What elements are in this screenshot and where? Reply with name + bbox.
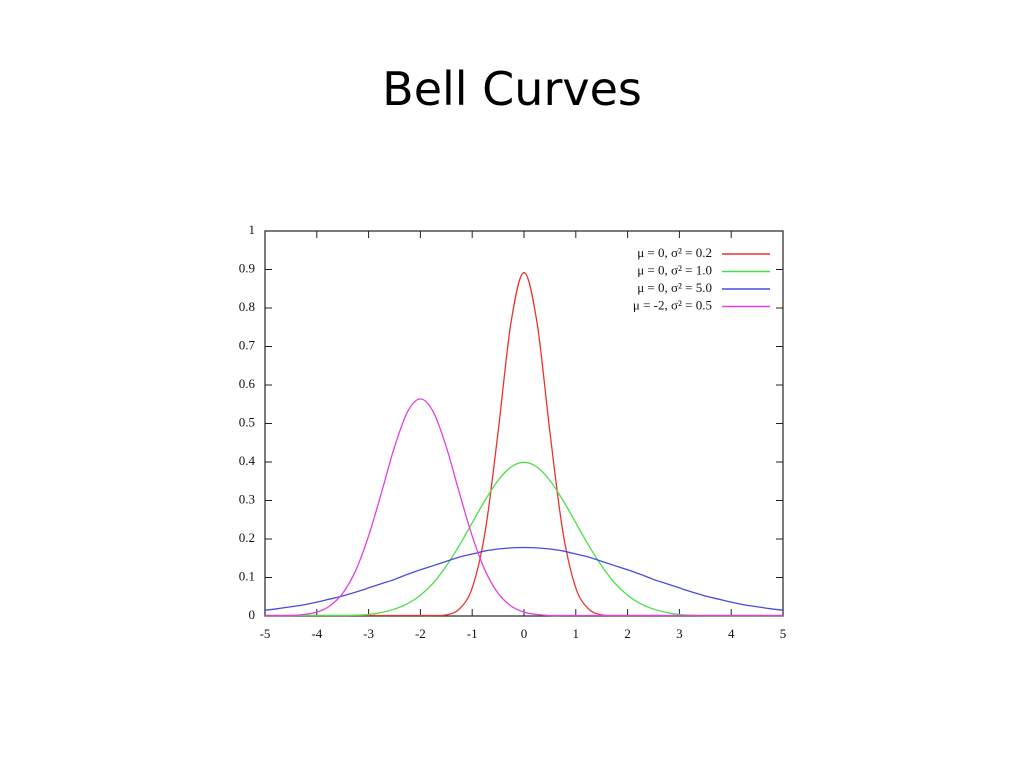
- series-line: [265, 398, 783, 617]
- slide-title: Bell Curves: [382, 62, 642, 116]
- y-tick-label: 0.3: [239, 491, 255, 506]
- y-tick-label: 1: [249, 222, 256, 237]
- x-tick-label: 1: [573, 626, 580, 641]
- legend-label: μ = -2, σ² = 0.5: [633, 297, 712, 312]
- x-tick-label: 2: [624, 626, 631, 641]
- x-tick-label: -1: [467, 626, 478, 641]
- x-tick-label: 4: [728, 626, 735, 641]
- x-tick-label: -2: [415, 626, 426, 641]
- y-tick-label: 0.8: [239, 299, 255, 314]
- x-tick-label: 0: [521, 626, 528, 641]
- series-line: [265, 271, 783, 617]
- x-tick-label: -3: [363, 626, 374, 641]
- x-tick-label: 5: [780, 626, 787, 641]
- y-tick-label: 0.5: [239, 414, 255, 429]
- y-tick-label: 0.7: [239, 337, 256, 352]
- y-tick-label: 0.4: [239, 453, 256, 468]
- legend-label: μ = 0, σ² = 5.0: [637, 280, 712, 295]
- legend-label: μ = 0, σ² = 0.2: [637, 245, 712, 260]
- y-tick-label: 0.1: [239, 568, 255, 583]
- x-tick-label: -4: [311, 626, 322, 641]
- y-tick-label: 0.9: [239, 260, 255, 275]
- x-tick-label: 3: [676, 626, 683, 641]
- y-tick-label: 0: [249, 607, 256, 622]
- series-line: [264, 546, 784, 611]
- y-tick-label: 0.6: [239, 376, 256, 391]
- x-tick-label: -5: [260, 626, 271, 641]
- legend-label: μ = 0, σ² = 1.0: [637, 262, 712, 277]
- y-tick-label: 0.2: [239, 530, 255, 545]
